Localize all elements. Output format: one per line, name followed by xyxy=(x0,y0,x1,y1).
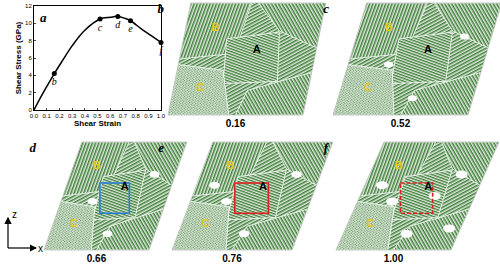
svg-text:0: 0 xyxy=(28,107,32,113)
svg-text:x: x xyxy=(38,243,43,254)
svg-text:b: b xyxy=(158,1,165,16)
svg-text:c: c xyxy=(323,1,329,16)
svg-text:0.5: 0.5 xyxy=(93,113,102,119)
svg-text:4: 4 xyxy=(28,72,32,78)
svg-text:Shear Strain: Shear Strain xyxy=(74,119,121,128)
svg-text:C: C xyxy=(364,81,372,93)
svg-text:A: A xyxy=(259,180,267,192)
svg-text:0.4: 0.4 xyxy=(81,113,90,119)
svg-text:Shear Stress (GPa): Shear Stress (GPa) xyxy=(14,21,23,94)
svg-text:e: e xyxy=(158,140,164,155)
svg-text:0.66: 0.66 xyxy=(87,253,107,264)
svg-text:e: e xyxy=(128,23,133,34)
svg-text:0.76: 0.76 xyxy=(222,253,242,264)
svg-text:B: B xyxy=(395,159,403,171)
svg-text:b: b xyxy=(52,76,57,87)
svg-text:0.16: 0.16 xyxy=(226,118,246,129)
svg-text:0.7: 0.7 xyxy=(119,113,128,119)
svg-text:a: a xyxy=(40,10,47,25)
svg-text:f: f xyxy=(324,140,330,155)
svg-text:0.9: 0.9 xyxy=(144,113,153,119)
svg-text:d: d xyxy=(115,19,121,30)
svg-text:12: 12 xyxy=(25,3,32,9)
svg-text:8: 8 xyxy=(28,38,32,44)
svg-text:A: A xyxy=(424,43,432,55)
svg-text:A: A xyxy=(424,180,432,192)
svg-text:d: d xyxy=(30,140,37,155)
svg-text:C: C xyxy=(196,81,204,93)
svg-text:A: A xyxy=(121,180,129,192)
svg-text:0.0: 0.0 xyxy=(30,113,39,119)
svg-text:B: B xyxy=(93,159,101,171)
svg-text:0.3: 0.3 xyxy=(68,113,77,119)
svg-text:0.2: 0.2 xyxy=(55,113,64,119)
svg-text:A: A xyxy=(253,43,261,55)
svg-text:B: B xyxy=(226,159,234,171)
svg-text:B: B xyxy=(212,21,220,33)
svg-text:0.8: 0.8 xyxy=(131,113,140,119)
svg-text:c: c xyxy=(98,22,103,33)
svg-text:0.6: 0.6 xyxy=(106,113,115,119)
svg-text:6: 6 xyxy=(28,55,32,61)
svg-text:10: 10 xyxy=(25,20,32,26)
svg-text:1.00: 1.00 xyxy=(384,253,404,264)
svg-text:0.1: 0.1 xyxy=(43,113,52,119)
svg-text:1.0: 1.0 xyxy=(157,113,166,119)
svg-text:z: z xyxy=(12,209,17,220)
svg-text:2: 2 xyxy=(28,90,32,96)
svg-text:0.52: 0.52 xyxy=(391,118,411,129)
svg-text:B: B xyxy=(385,21,393,33)
svg-text:C: C xyxy=(70,217,78,229)
svg-text:f: f xyxy=(160,45,164,56)
svg-text:C: C xyxy=(202,217,210,229)
svg-text:C: C xyxy=(367,217,375,229)
